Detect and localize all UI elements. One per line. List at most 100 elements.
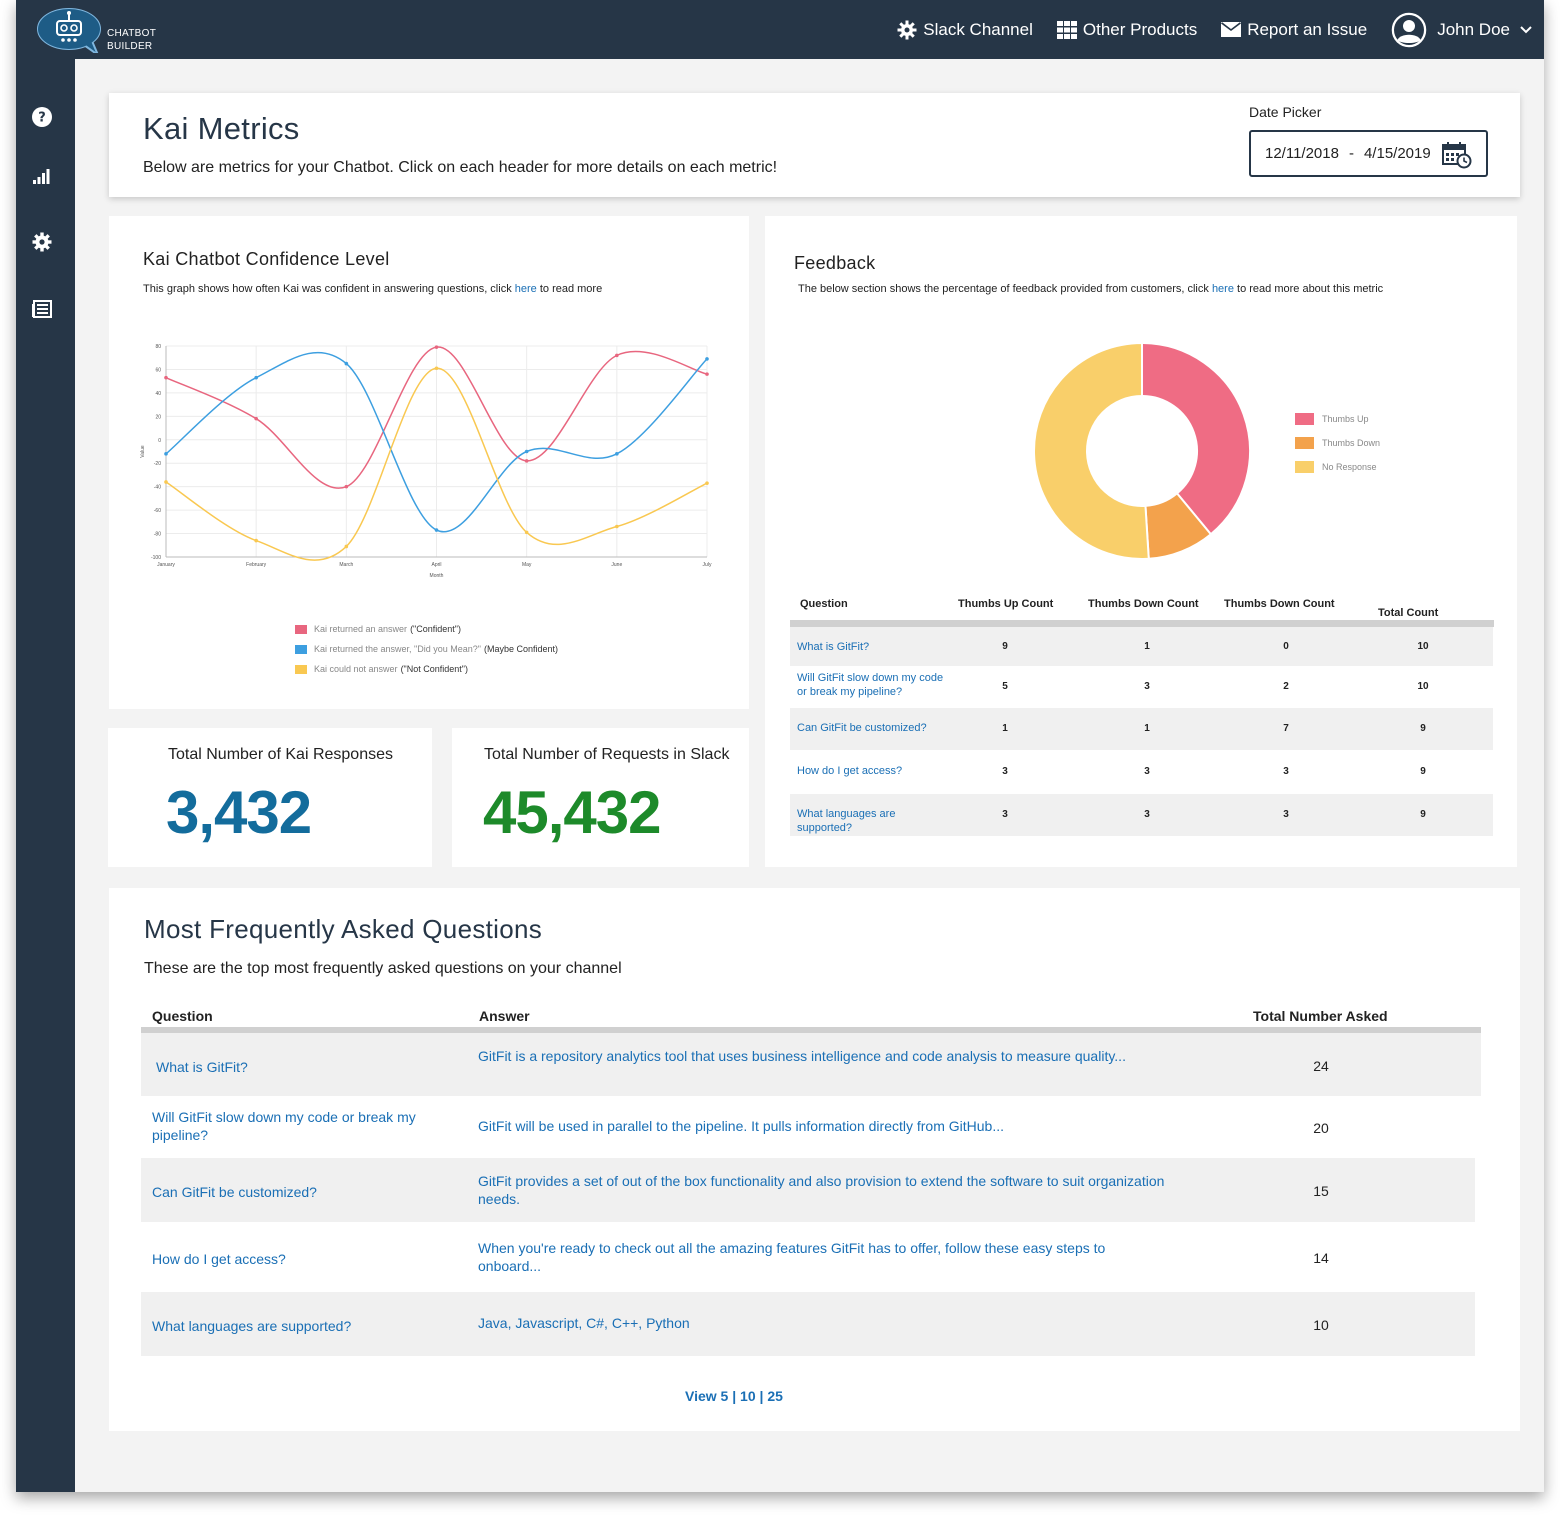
faq-total-asked: 24 [1313,1057,1329,1074]
faq-answer-link[interactable]: GitFit will be used in parallel to the p… [478,1118,1005,1134]
faq-title[interactable]: Most Frequently Asked Questions [144,914,543,944]
x-tick-label: February [246,562,267,568]
faq-total-asked: 20 [1313,1120,1329,1136]
faq-question-link[interactable]: How do I get access? [152,1251,286,1267]
feedback-legend-text: Thumbs Up [1322,414,1369,424]
help-icon[interactable]: ? [31,106,53,128]
other-products-link[interactable]: Other Products [1056,20,1197,40]
legend-swatch [1295,413,1314,425]
series-point-0 [164,375,168,380]
x-tick-label: March [339,562,353,568]
y-tick-label: -20 [154,461,161,467]
legend-swatch [295,624,307,634]
requests-card: Total Number of Requests in Slack 45,432 [452,728,749,867]
report-issue-link[interactable]: Report an Issue [1221,20,1367,40]
pager-sep-2: | [759,1388,764,1404]
legend-swatch [1295,461,1314,473]
legend-bold-text: (Maybe Confident) [483,644,559,654]
faq-answer-link[interactable]: Java, Javascript, C#, C++, Python [478,1315,690,1331]
series-point-0 [344,484,349,489]
confidence-desc-pre: This graph shows how often Kai was confi… [143,283,515,295]
ft-header-rule [790,620,1494,627]
feedback-title[interactable]: Feedback [794,253,876,273]
logo-line-2: BUILDER [107,41,153,52]
faq-col-question: Question [152,1008,213,1024]
series-point-2 [615,524,619,529]
feedback-question-link[interactable]: What languages are supported? [797,808,896,834]
x-tick-label: June [611,562,622,568]
sidebar: ? [16,59,75,1492]
feedback-legend-text: No Response [1322,462,1377,472]
feedback-count-down: 3 [1144,766,1150,777]
faq-question-link[interactable]: What languages are supported? [152,1318,352,1334]
faq-question-link[interactable]: Will GitFit slow down my code or break m… [152,1109,416,1143]
feedback-count-down2: 3 [1283,766,1289,777]
series-point-0 [615,353,619,358]
feedback-table-row: What is GitFit? 9 1 0 10 [790,627,1493,666]
ft-col-down: Thumbs Down Count [1088,598,1199,610]
faq-col-total: Total Number Asked [1253,1008,1388,1024]
feedback-question-link[interactable]: Will GitFit slow down my code or break m… [797,672,944,698]
slack-channel-link[interactable]: Slack Channel [897,20,1033,40]
feedback-legend-item: Thumbs Up [1295,413,1369,425]
confidence-title[interactable]: Kai Chatbot Confidence Level [143,249,390,269]
robot-logo-icon[interactable] [36,5,102,53]
feedback-count-down: 3 [1144,681,1150,692]
series-point-1 [344,361,349,366]
confidence-desc-post: to read more [536,283,603,295]
confidence-read-more-link[interactable]: here [514,283,537,295]
page-size-5[interactable]: 5 [720,1388,729,1404]
faq-question-link[interactable]: Can GitFit be customized? [152,1184,317,1200]
page-title: Kai Metrics [143,111,300,146]
feedback-table-row: How do I get access? 3 3 3 9 [790,751,1493,793]
feedback-read-more-link[interactable]: here [1211,283,1234,295]
confidence-card: Kai Chatbot Confidence Level This graph … [109,216,749,709]
faq-table-row: How do I get access? When you're ready to… [141,1222,1475,1292]
date-picker-input[interactable]: 12/11/2018 - 4/15/2019 [1249,130,1488,177]
legend-swatch [1295,437,1314,449]
faq-question-link[interactable]: What is GitFit? [156,1058,248,1075]
faq-answer-link[interactable]: GitFit provides a set of out of the box … [478,1173,1165,1207]
series-point-2 [344,544,349,549]
feedback-count-up: 3 [1002,809,1008,820]
series-point-2 [254,538,258,543]
date-end: 4/15/2019 [1363,145,1431,162]
feedback-desc-pre: The below section shows the percentage o… [798,283,1212,295]
logo-text: CHATBOT BUILDER [107,27,156,53]
faq-answer-link[interactable]: GitFit is a repository analytics tool th… [478,1047,1126,1064]
feedback-legend-item: No Response [1295,461,1377,473]
y-tick-label: -100 [151,555,161,561]
calendar-icon[interactable] [1442,142,1472,169]
faq-total-asked: 15 [1313,1183,1329,1199]
feedback-question-link[interactable]: Can GitFit be customized? [797,722,927,734]
report-issue-label: Report an Issue [1247,19,1368,39]
feedback-count-up: 9 [1002,640,1008,652]
feedback-legend-item: Thumbs Down [1295,437,1380,449]
date-start: 12/11/2018 [1265,145,1339,162]
list-icon[interactable] [31,298,53,320]
page-size-10[interactable]: 10 [740,1388,756,1404]
legend-bold-text: ("Confident") [410,624,461,634]
feedback-count-total: 10 [1417,640,1429,652]
faq-answer-link[interactable]: When you're ready to check out all the a… [478,1240,1106,1274]
y-tick-label: -40 [154,485,161,491]
feedback-question-link[interactable]: What is GitFit? [797,641,870,653]
user-avatar-icon [1391,12,1427,47]
feedback-table-row: Will GitFit slow down my code or break m… [790,666,1493,708]
y-axis-label: Value [140,445,146,458]
feedback-count-down: 3 [1144,809,1150,820]
faq-table-row: Will GitFit slow down my code or break m… [141,1096,1481,1158]
faq-total-asked: 14 [1313,1250,1329,1266]
page-size-25[interactable]: 25 [767,1388,783,1404]
x-axis-label: Month [430,573,444,579]
y-tick-label: 60 [155,367,161,373]
x-tick-label: May [522,562,532,568]
feedback-table-row: What languages are supported? 3 3 3 9 [790,794,1493,836]
settings-icon[interactable] [31,231,53,253]
ft-col-down-2: Thumbs Down Count [1224,598,1335,610]
signal-bars-icon[interactable] [31,164,53,186]
feedback-count-down2: 2 [1283,681,1289,692]
feedback-count-up: 5 [1002,681,1008,692]
feedback-question-link[interactable]: How do I get access? [797,765,903,777]
user-menu[interactable]: John Doe [1391,12,1532,48]
